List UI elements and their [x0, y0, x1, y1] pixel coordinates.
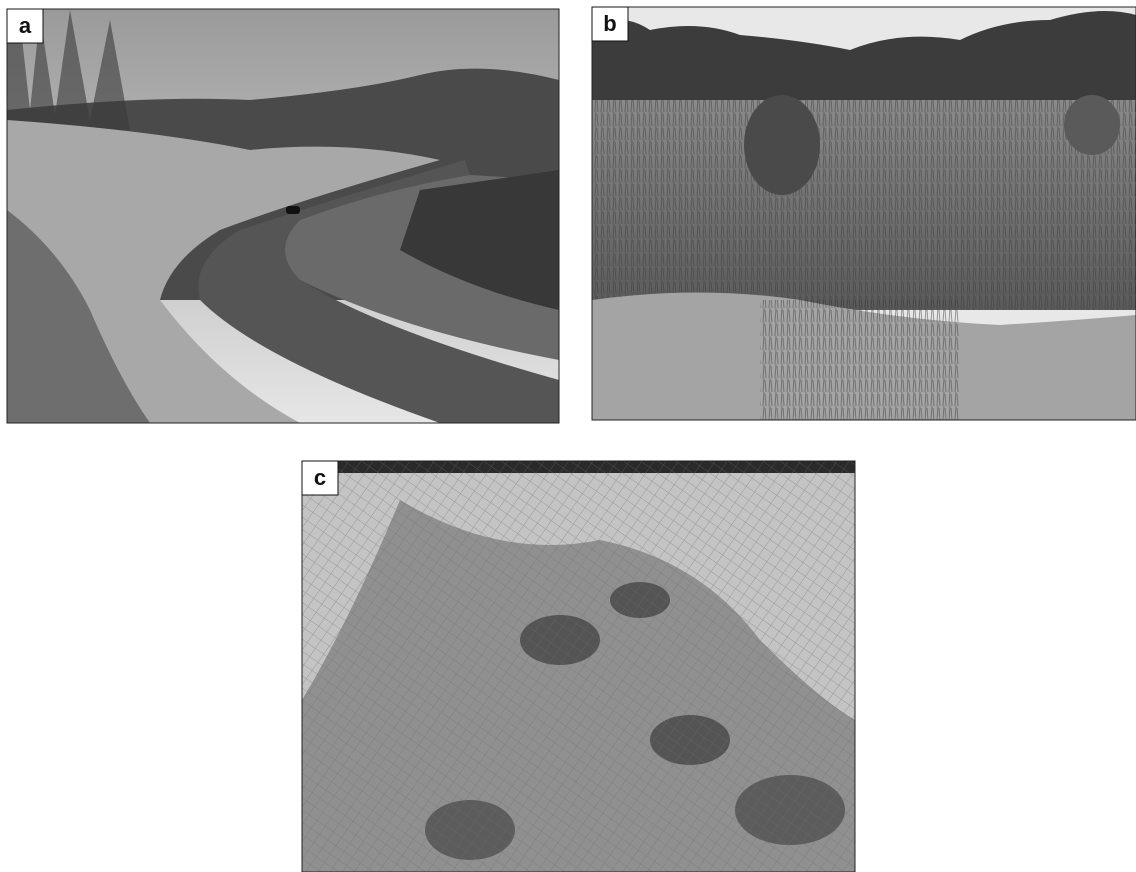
photo-mesh	[302, 461, 855, 872]
panel-label: c	[314, 465, 326, 490]
photo-grass-texture	[592, 100, 1136, 310]
panel-a: a	[7, 9, 559, 423]
photo-reeds	[760, 300, 960, 420]
figure: a b c	[0, 0, 1136, 872]
panel-b: b	[592, 7, 1136, 420]
panel-label: a	[19, 13, 32, 38]
photo-car	[286, 206, 300, 214]
page: a b c (() => { const data = JSON.parse(d…	[0, 0, 1136, 872]
panel-label: b	[603, 11, 616, 36]
photo-shrub	[744, 95, 820, 195]
photo-shrub	[1064, 95, 1120, 155]
panel-c: c	[302, 461, 855, 872]
